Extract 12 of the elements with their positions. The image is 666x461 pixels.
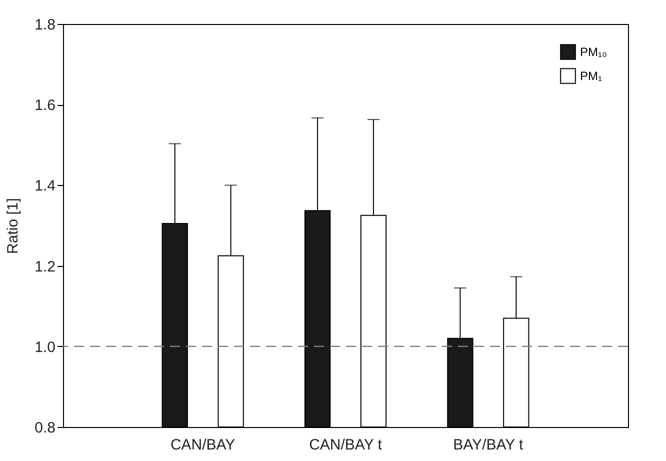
legend-label: PM₁₀ [580, 45, 608, 59]
y-tick-label: 1.4 [34, 178, 56, 195]
x-tick-label: CAN/BAY [170, 436, 236, 454]
legend-label: PM₁ [580, 69, 602, 83]
y-tick-label: 1.6 [34, 97, 56, 114]
y-tick-label: 1.8 [34, 16, 56, 34]
y-axis-title: Ratio [1] [4, 198, 22, 254]
y-tick-label: 1.2 [34, 258, 56, 276]
y-tick-label: 0.8 [34, 420, 56, 436]
x-tick-label: CAN/BAY t [309, 436, 383, 454]
x-tick-label: BAY/BAY t [453, 436, 524, 454]
y-tick-label: 1.0 [34, 338, 56, 356]
